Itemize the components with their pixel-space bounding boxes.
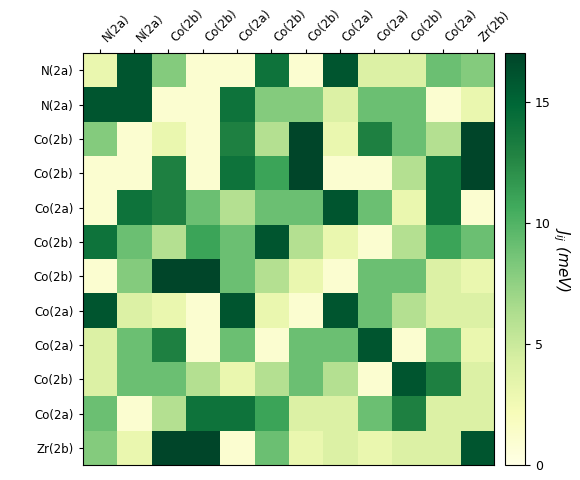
Y-axis label: $J_{ij}$ (meV): $J_{ij}$ (meV) — [551, 227, 572, 292]
